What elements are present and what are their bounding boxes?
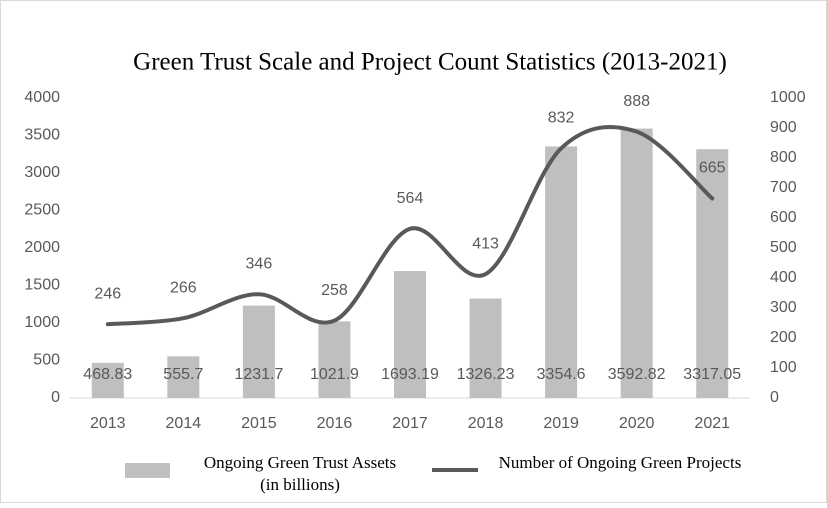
y-tick-label: 3500 bbox=[24, 127, 60, 144]
line-value-label: 832 bbox=[548, 110, 575, 127]
y-tick-label: 2500 bbox=[24, 202, 60, 219]
bar-value-label: 3592.82 bbox=[608, 366, 666, 383]
bar bbox=[696, 149, 729, 398]
line-value-label: 564 bbox=[397, 190, 424, 207]
bar-value-label: 3317.05 bbox=[683, 366, 741, 383]
y-tick-label: 1500 bbox=[24, 277, 60, 294]
legend-label: Number of Ongoing Green Projects bbox=[498, 453, 742, 472]
x-tick-label: 2019 bbox=[543, 415, 579, 432]
line bbox=[105, 125, 715, 327]
line-value-label: 346 bbox=[246, 255, 273, 272]
x-tick-label: 2018 bbox=[468, 415, 504, 432]
y2-tick-label: 700 bbox=[770, 179, 797, 196]
line-value-label: 888 bbox=[623, 93, 650, 110]
y-tick-label: 0 bbox=[51, 389, 60, 406]
bar-value-label: 1021.9 bbox=[310, 366, 359, 383]
y2-tick-label: 300 bbox=[770, 299, 797, 316]
y2-tick-label: 400 bbox=[770, 269, 797, 286]
chart-title: Green Trust Scale and Project Count Stat… bbox=[133, 49, 727, 76]
bar-value-label: 1693.19 bbox=[381, 366, 439, 383]
x-tick-label: 2020 bbox=[619, 415, 655, 432]
bar-value-label: 1326.23 bbox=[457, 366, 515, 383]
x-tick-label: 2013 bbox=[90, 415, 126, 432]
y-tick-label: 500 bbox=[33, 352, 60, 369]
y-tick-label: 2000 bbox=[24, 239, 60, 256]
y2-tick-label: 100 bbox=[770, 359, 797, 376]
bar bbox=[167, 356, 200, 398]
bar bbox=[318, 321, 351, 398]
bar bbox=[620, 128, 653, 398]
y2-tick-label: 500 bbox=[770, 239, 797, 256]
y2-tick-label: 900 bbox=[770, 119, 797, 136]
y2-tick-label: 1000 bbox=[770, 89, 806, 106]
bar-value-label: 3354.6 bbox=[537, 366, 586, 383]
legend-label: Ongoing Green Trust Assets (in billions) bbox=[203, 453, 397, 494]
legend-swatch bbox=[125, 463, 170, 478]
line-value-label: 413 bbox=[472, 235, 499, 252]
line-value-label: 266 bbox=[170, 279, 197, 296]
y2-tick-label: 800 bbox=[770, 149, 797, 166]
x-tick-label: 2017 bbox=[392, 415, 428, 432]
y-tick-label: 1000 bbox=[24, 314, 60, 331]
bar bbox=[394, 271, 426, 398]
y2-tick-label: 600 bbox=[770, 209, 797, 226]
line-value-label: 246 bbox=[94, 285, 121, 302]
bar bbox=[545, 146, 578, 398]
bar-value-label: 555.7 bbox=[163, 366, 203, 383]
y2-tick-label: 0 bbox=[770, 389, 779, 406]
y2-tick-label: 200 bbox=[770, 329, 797, 346]
y-tick-label: 3000 bbox=[24, 164, 60, 181]
bar-value-label: 468.83 bbox=[83, 366, 132, 383]
bar bbox=[242, 305, 275, 398]
x-tick-label: 2015 bbox=[241, 415, 277, 432]
line-value-label: 665 bbox=[699, 160, 726, 177]
line-value-label: 258 bbox=[321, 282, 348, 299]
y-tick-label: 4000 bbox=[24, 89, 60, 106]
x-tick-label: 2016 bbox=[317, 415, 353, 432]
bar-value-label: 1231.7 bbox=[234, 366, 283, 383]
x-tick-label: 2014 bbox=[166, 415, 202, 432]
x-tick-label: 2021 bbox=[694, 415, 730, 432]
bar bbox=[91, 362, 124, 398]
bar bbox=[469, 298, 502, 398]
